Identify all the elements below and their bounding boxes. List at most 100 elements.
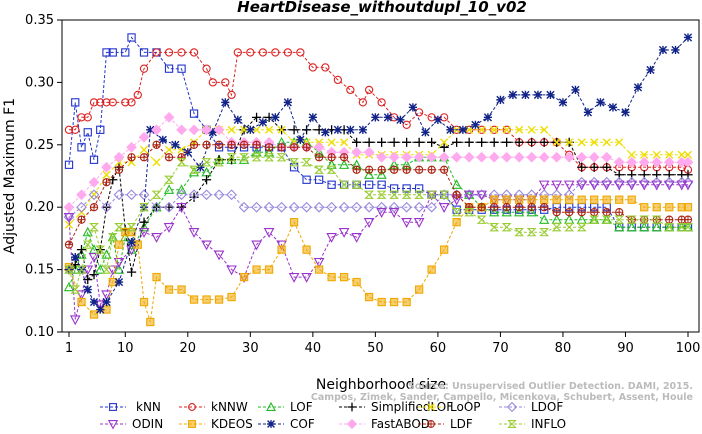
data-point — [83, 285, 92, 294]
series-kdeos — [64, 195, 693, 327]
data-point — [496, 95, 505, 104]
data-point — [201, 189, 212, 201]
data-point — [433, 115, 442, 124]
data-point — [452, 205, 461, 214]
data-point — [440, 165, 449, 174]
data-point — [451, 151, 463, 163]
data-point — [221, 78, 230, 87]
data-point — [71, 125, 80, 134]
data-point — [77, 143, 86, 152]
series-ldf — [64, 140, 693, 249]
data-point — [401, 151, 413, 163]
x-tick-label: 30 — [242, 341, 259, 356]
data-point — [665, 150, 674, 159]
data-point — [576, 223, 587, 232]
data-point — [102, 170, 111, 179]
data-point — [402, 120, 411, 129]
data-point — [565, 138, 574, 147]
data-point — [388, 151, 400, 163]
data-point — [615, 208, 624, 217]
data-point — [271, 48, 280, 57]
data-point — [133, 90, 142, 100]
data-point — [565, 195, 574, 204]
data-point — [402, 297, 411, 307]
data-point — [346, 125, 355, 134]
legend-item-ldf: LDF — [418, 417, 473, 431]
data-point — [347, 402, 357, 412]
data-point — [158, 135, 167, 144]
data-point — [127, 228, 136, 237]
data-point — [346, 418, 358, 430]
data-point — [289, 218, 299, 227]
data-point — [239, 153, 249, 162]
data-point — [676, 223, 687, 232]
legend-item-lof: LOF — [258, 400, 313, 414]
data-point — [452, 218, 461, 227]
x-tick-label: 80 — [555, 341, 572, 356]
data-point — [96, 125, 105, 134]
data-point — [613, 156, 625, 168]
data-point — [514, 228, 525, 237]
data-point — [77, 215, 86, 224]
data-point — [413, 218, 425, 228]
data-point — [476, 151, 488, 163]
data-point — [327, 272, 336, 282]
data-point — [246, 125, 255, 134]
data-point — [640, 150, 649, 159]
data-point — [88, 176, 100, 188]
legend-item-inflo: INFLO — [499, 417, 566, 431]
data-point — [151, 201, 162, 213]
x-tick-label: 1 — [65, 341, 73, 356]
data-point — [364, 190, 375, 199]
data-point — [83, 113, 92, 122]
data-point — [527, 125, 536, 134]
data-point — [551, 223, 562, 232]
data-point — [313, 201, 325, 213]
data-point — [588, 180, 600, 191]
data-point — [414, 165, 424, 174]
data-point — [576, 180, 588, 191]
data-point — [340, 138, 349, 147]
data-point — [164, 145, 174, 154]
data-point — [301, 201, 312, 213]
data-point — [288, 272, 300, 283]
data-point — [626, 180, 638, 191]
data-point — [227, 140, 236, 149]
data-point — [189, 192, 199, 202]
y-tick-label: 0.30 — [25, 75, 54, 90]
data-point — [289, 163, 299, 172]
data-point — [64, 240, 74, 249]
data-point — [113, 264, 125, 274]
data-point — [671, 45, 680, 55]
data-point — [401, 201, 413, 213]
data-point — [588, 151, 600, 163]
data-point — [89, 155, 99, 164]
data-point — [464, 137, 474, 147]
data-point — [289, 125, 299, 135]
data-point — [364, 85, 374, 95]
data-point — [426, 151, 438, 163]
data-point — [640, 203, 649, 212]
data-point — [527, 195, 536, 204]
data-point — [389, 190, 400, 199]
data-point — [252, 265, 261, 274]
data-point — [89, 310, 99, 319]
data-point — [601, 215, 612, 224]
data-point — [83, 274, 93, 285]
data-point — [289, 143, 299, 152]
data-point — [639, 215, 650, 224]
data-point — [396, 115, 405, 124]
data-point — [351, 146, 362, 158]
data-point — [364, 137, 374, 147]
data-point — [408, 103, 417, 112]
data-point — [502, 125, 511, 134]
data-point — [646, 65, 655, 75]
data-point — [589, 215, 600, 224]
data-point — [439, 142, 449, 152]
data-point — [552, 195, 561, 204]
chart-title: HeartDisease_withoutdupl_10_v02 — [237, 0, 527, 16]
data-point — [89, 98, 99, 107]
data-point — [501, 206, 512, 217]
data-point — [314, 175, 324, 184]
data-point — [126, 141, 137, 153]
